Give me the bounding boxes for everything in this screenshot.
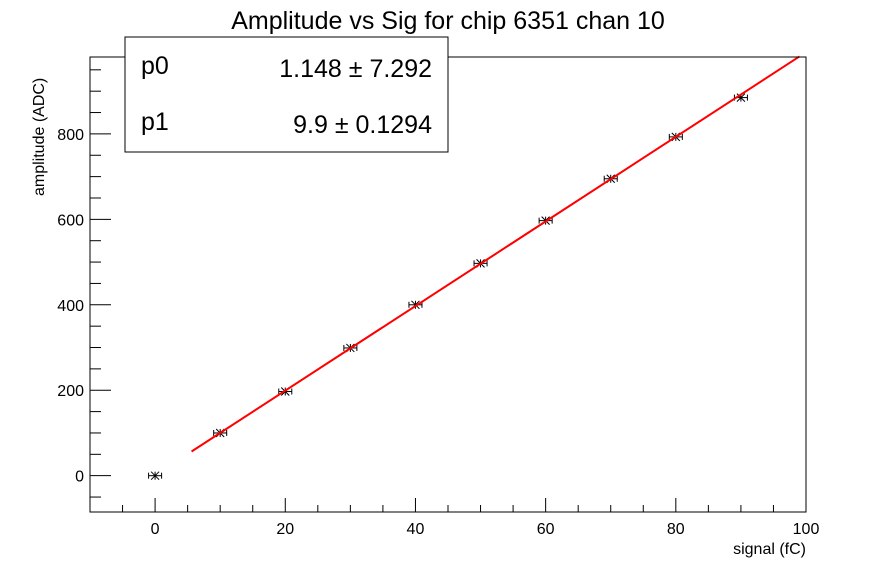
x-tick-label: 60 — [537, 521, 555, 538]
ticks-layer: 0 20 40 60 80 100 0 200 400 600 800 — [57, 69, 820, 538]
star-marker-stroke — [736, 93, 746, 102]
x-tick-label: 80 — [667, 521, 685, 538]
x-tick-label: 0 — [151, 521, 160, 538]
y-tick-label: 400 — [57, 298, 84, 315]
fit-line — [190, 55, 801, 453]
y-tick-label: 800 — [57, 127, 84, 144]
star-marker-stroke — [150, 471, 160, 481]
fit-layer — [190, 55, 801, 453]
y-tick-label: 0 — [75, 469, 84, 486]
y-axis-label: amplitude (ADC) — [31, 78, 48, 196]
stats-p1-name: p1 — [141, 108, 169, 136]
data-point — [148, 471, 163, 481]
stats-p0-value: 1.148 ± 7.292 — [279, 55, 432, 83]
stats-box-frame — [124, 36, 449, 153]
stats-box: p0 1.148 ± 7.292 p1 9.9 ± 0.1294 — [124, 36, 449, 153]
chart-title: Amplitude vs Sig for chip 6351 chan 10 — [231, 7, 665, 35]
x-tick-label: 100 — [793, 521, 820, 538]
y-tick-label: 200 — [57, 383, 84, 400]
x-axis-label: signal (fC) — [733, 541, 806, 558]
y-tick-label: 600 — [57, 212, 84, 229]
x-tick-label: 20 — [276, 521, 294, 538]
stats-p1-value: 9.9 ± 0.1294 — [293, 111, 432, 139]
x-tick-label: 40 — [407, 521, 425, 538]
stats-p0-name: p0 — [141, 52, 169, 80]
